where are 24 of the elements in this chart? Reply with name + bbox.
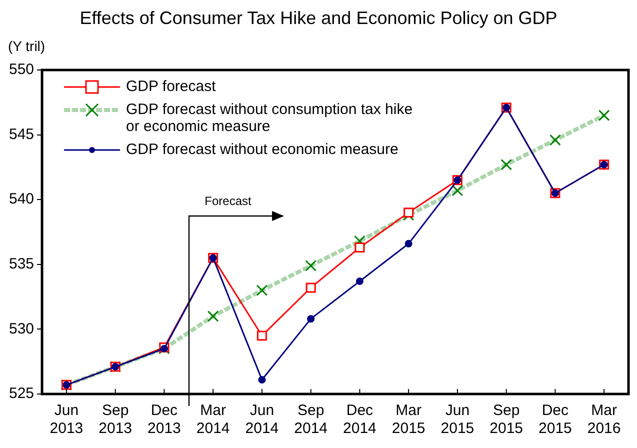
y-tick-label: 530 xyxy=(8,320,34,338)
y-axis-title: (Y tril) xyxy=(8,38,46,54)
y-tick-label: 550 xyxy=(8,61,34,78)
y-tick-label: 525 xyxy=(8,385,34,402)
legend-label: GDP forecast without consumption tax hike or economic measure xyxy=(126,101,414,135)
annotation: Forecast xyxy=(204,194,252,208)
y-tick-label: 545 xyxy=(8,126,34,143)
x-tick-label: Sep 2015 xyxy=(490,402,524,438)
y-tick-label: 535 xyxy=(8,256,34,273)
x-tick-label: Dec 2013 xyxy=(148,402,181,438)
x-tick-label: Mar 2015 xyxy=(392,402,426,438)
x-tick-label: Mar 2016 xyxy=(587,402,621,438)
legend-label: GDP forecast xyxy=(126,78,216,95)
y-tick-label: 540 xyxy=(8,190,34,208)
x-tick-label: Sep 2013 xyxy=(98,402,132,438)
x-tick-label: Dec 2015 xyxy=(538,402,572,438)
x-tick-label: Sep 2014 xyxy=(294,402,328,438)
x-tick-label: Jun 2013 xyxy=(50,402,84,438)
x-tick-label: Jun 2015 xyxy=(440,402,474,438)
x-tick-label: Mar 2014 xyxy=(196,402,230,438)
x-tick-label: Jun 2014 xyxy=(245,402,279,438)
legend-label: GDP forecast without economic measure xyxy=(126,141,398,158)
x-tick-label: Dec 2014 xyxy=(343,402,376,438)
chart-title: Effects of Consumer Tax Hike and Economic Policy on GDP xyxy=(78,8,558,29)
